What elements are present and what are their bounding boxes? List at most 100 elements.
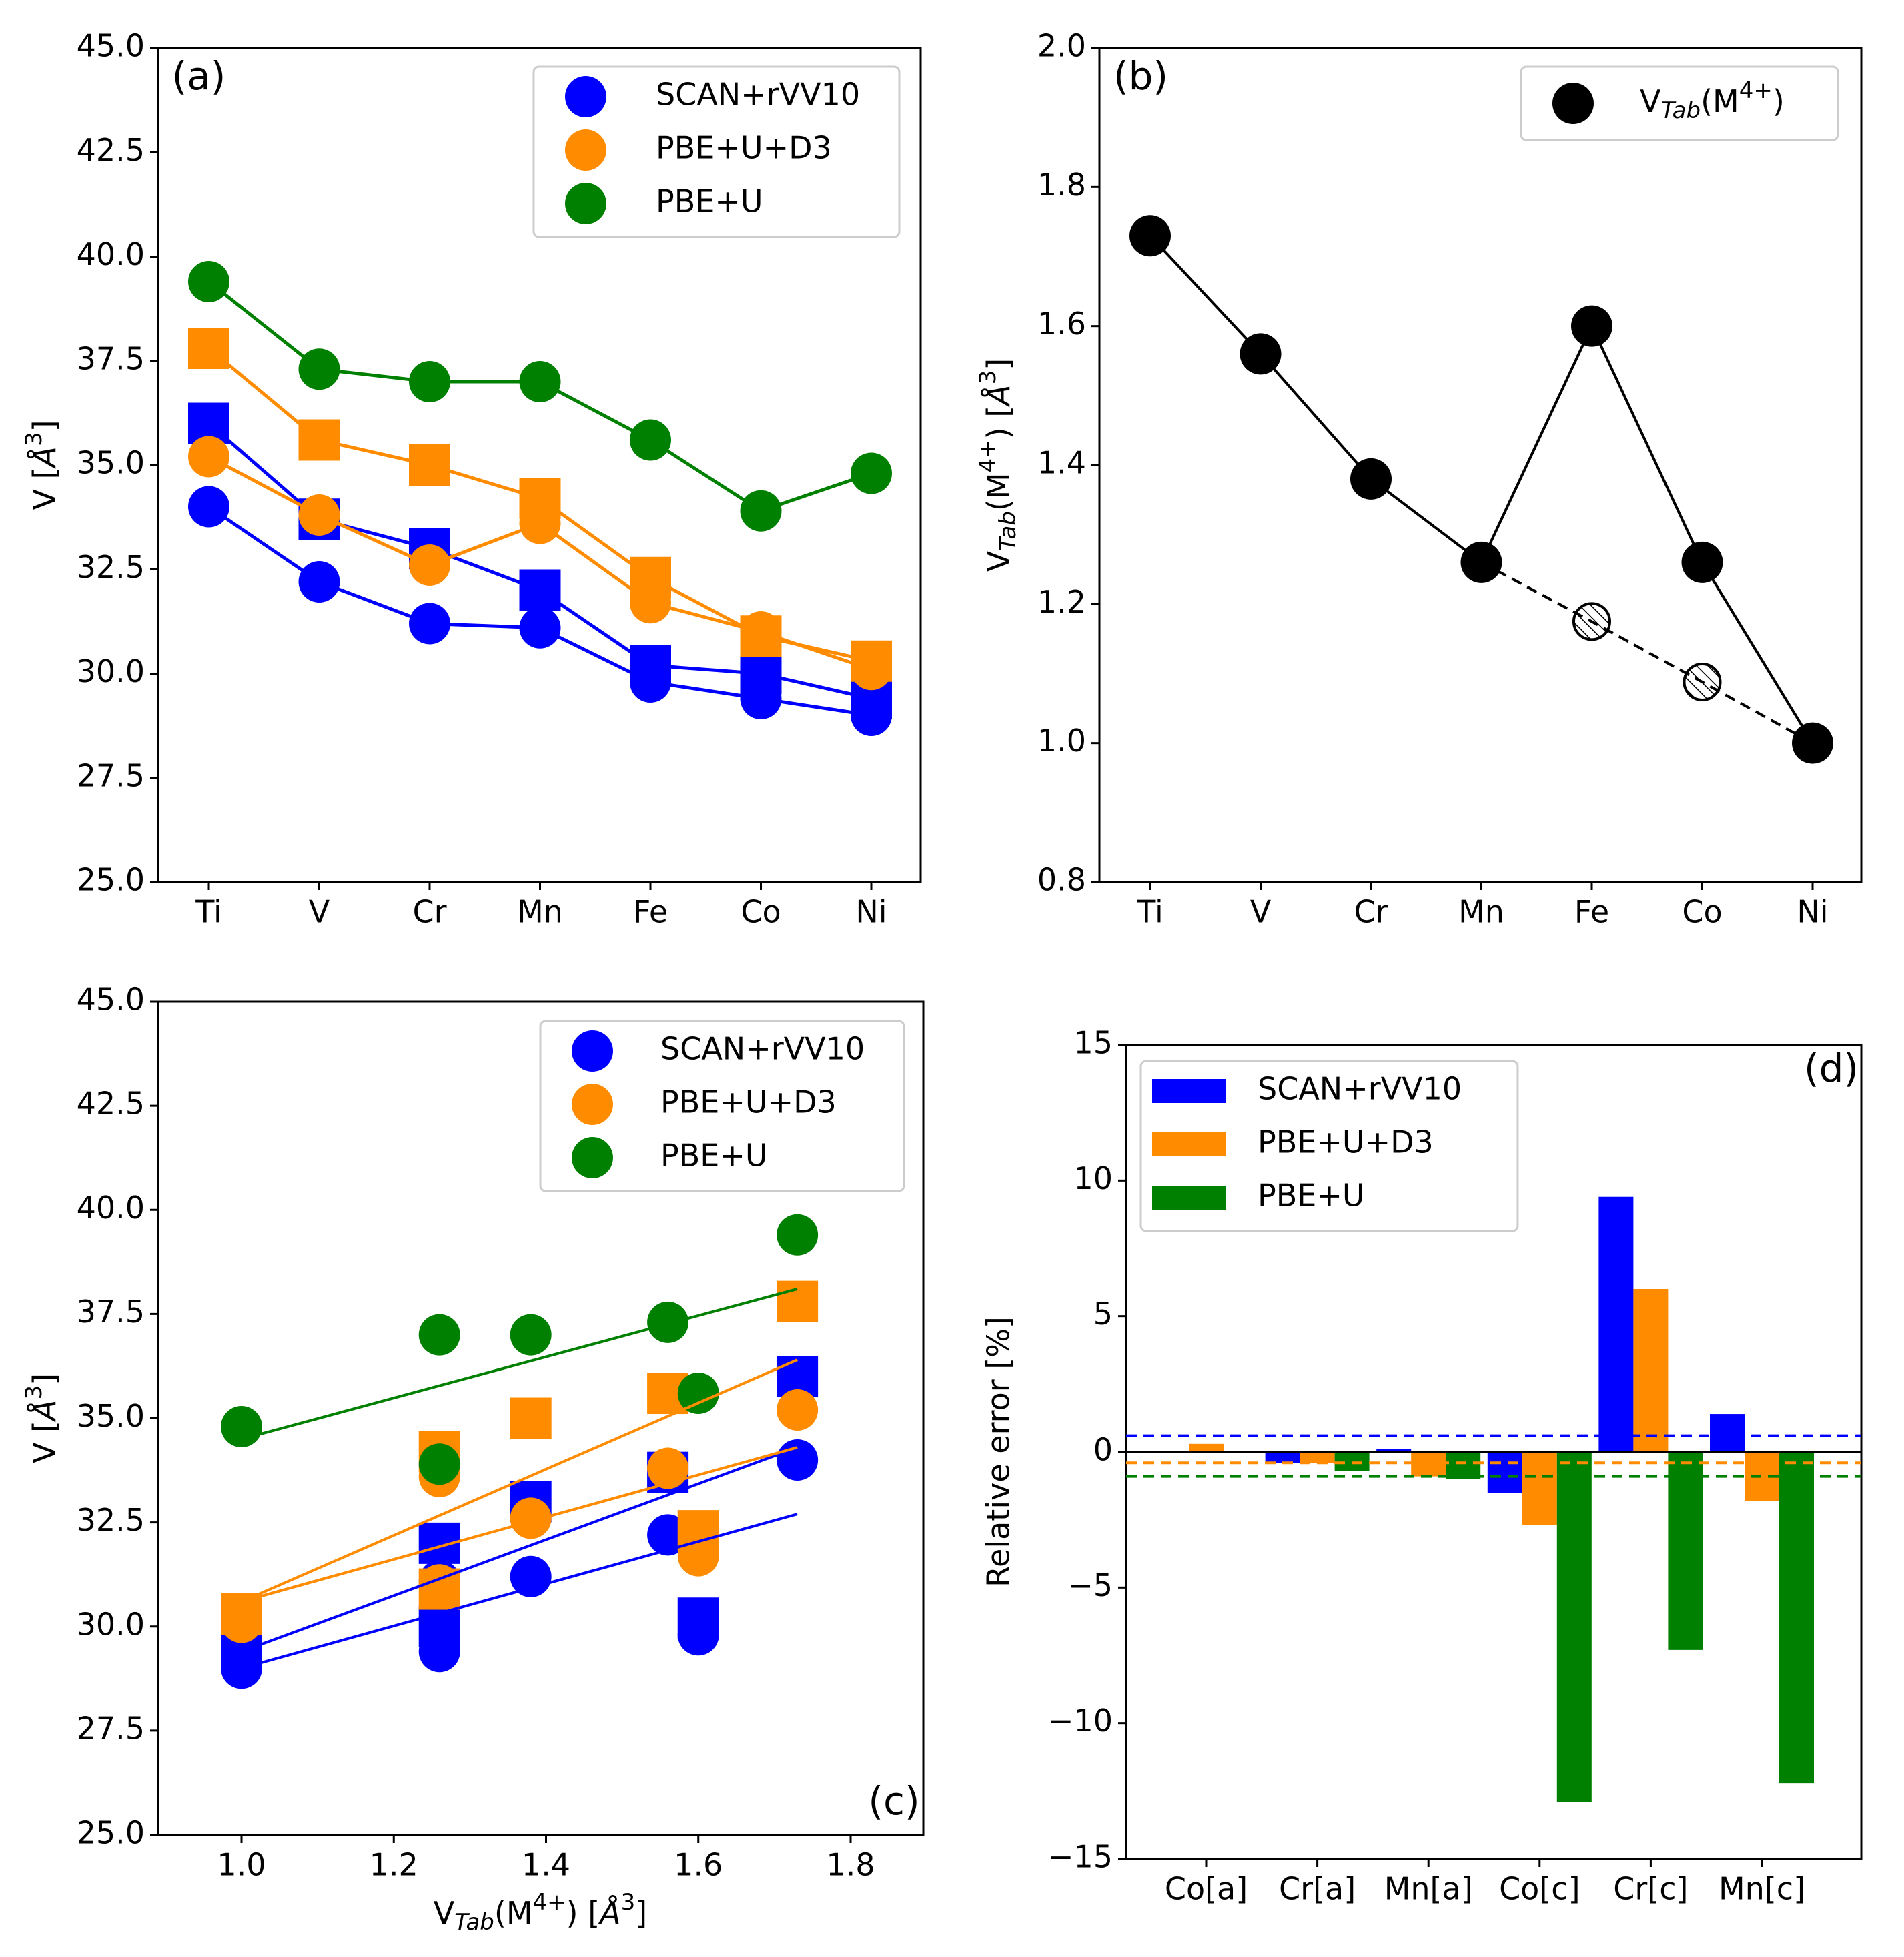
panel-c: 25.0 27.5 30.0 32.5 35.0 37.5 40.0 42.5 45.0 1.0 1…: [21, 982, 925, 1936]
y-tick-label: 42.5: [77, 132, 145, 168]
y-tick-label: −5: [1067, 1567, 1113, 1603]
legend-label: SCAN+rVV10: [660, 1031, 865, 1067]
label-part: 4+: [533, 1889, 566, 1916]
label-part: (M: [494, 1895, 533, 1931]
bar: [1779, 1452, 1814, 1784]
label-part: Tab: [1660, 97, 1701, 124]
bar: [1411, 1452, 1446, 1477]
y-tick-label: 27.5: [77, 757, 145, 793]
data-point: [851, 695, 892, 736]
y-tick-label: 5: [1093, 1296, 1113, 1332]
label-part: ]: [27, 1373, 63, 1385]
x-tick-label: Mn[c]: [1719, 1871, 1805, 1907]
y-tick-label: 40.0: [77, 1190, 145, 1226]
data-point: [851, 649, 892, 691]
legend-label: VTab(M4+): [1640, 77, 1785, 124]
x-tick-label: Mn[a]: [1384, 1871, 1473, 1907]
y-tick-label: 32.5: [77, 549, 145, 585]
x-tick-label: 1.8: [826, 1847, 875, 1883]
x-tick-label: V: [309, 894, 330, 930]
label-part: Å: [981, 384, 1017, 407]
panel-b: 0.81.01.21.41.61.82.0Ti V Cr Mn Fe Co NiVTab(M…: [975, 28, 1863, 930]
label-part: 4+: [1739, 77, 1773, 104]
legend-marker: [565, 76, 606, 117]
bar: [1189, 1443, 1224, 1452]
label-part: Å: [27, 1400, 63, 1423]
data-point: [647, 1447, 689, 1489]
data-point: [409, 603, 450, 645]
data-point: [418, 1631, 460, 1673]
label-part: (M: [1701, 83, 1739, 119]
legend-frame: [539, 1020, 905, 1192]
data-point: [677, 1614, 719, 1656]
fit-line: [241, 1358, 798, 1603]
bar: [1668, 1452, 1703, 1650]
x-tick-label: Ti: [195, 894, 221, 930]
label-part: ) [: [981, 406, 1017, 440]
x-tick-label: Cr[c]: [1613, 1871, 1688, 1907]
y-tick-label: 45.0: [77, 982, 145, 1018]
y-axis-label: VTab(M4+) [Å3]: [975, 358, 1021, 572]
x-tick-label: Ti: [1136, 894, 1163, 930]
x-tick-label: Co[a]: [1165, 1871, 1248, 1907]
data-point: [1240, 333, 1282, 375]
x-tick-label: Fe: [633, 894, 668, 930]
legend-frame: [532, 65, 901, 238]
x-tick-label: Co: [741, 894, 781, 930]
data-point: [740, 678, 782, 719]
label-part: 3: [975, 370, 1001, 385]
y-tick-label: 0.8: [1037, 862, 1086, 898]
series-1: [188, 486, 892, 736]
y-axis-label: Relative error [%]: [981, 1316, 1017, 1587]
legend-label: PBE+U: [660, 1138, 768, 1174]
data-point: [510, 1555, 552, 1597]
data-point: [1571, 305, 1612, 347]
y-tick-label: 35.0: [77, 1398, 145, 1434]
legend-marker: [572, 1137, 613, 1178]
data-point: [519, 361, 561, 402]
data-point: [519, 569, 561, 611]
data-point: [1350, 458, 1392, 500]
y-tick-label: 1.8: [1037, 167, 1086, 203]
data-point: [630, 582, 671, 624]
panel-label: (b): [1113, 53, 1168, 99]
label-part: ]: [27, 420, 63, 432]
panel-label: (a): [172, 53, 226, 99]
fit-line: [241, 1287, 798, 1441]
legend-label: PBE+U: [656, 183, 763, 220]
data-point: [418, 1443, 460, 1485]
legend-marker: [565, 183, 606, 224]
panel-a: 25.0 27.5 30.0 32.5 35.0 37.5 40.0 42.5 45.0 Ti V C…: [21, 28, 922, 930]
data-point: [519, 607, 561, 649]
x-tick-label: 1.4: [522, 1847, 570, 1883]
legend-frame: [1520, 65, 1839, 141]
series-1: [1189, 1289, 1779, 1525]
legend-marker: [572, 1084, 613, 1125]
bar: [1556, 1452, 1592, 1802]
y-tick-label: 1.6: [1037, 306, 1086, 342]
x-tick-label: 1.2: [370, 1847, 418, 1883]
x-tick-label: Cr: [412, 894, 446, 930]
data-point: [221, 1405, 262, 1447]
data-point: [777, 1280, 819, 1322]
label-part: 3: [21, 1385, 47, 1400]
y-tick-label: 15: [1073, 1025, 1113, 1061]
series-dashed: [1480, 561, 1813, 745]
fit-line: [241, 1446, 798, 1653]
bar: [1598, 1196, 1634, 1452]
series-4: [221, 1214, 819, 1485]
data-point: [409, 361, 450, 402]
data-point: [630, 419, 671, 461]
data-point: [510, 1314, 552, 1356]
legend-patch: [1152, 1079, 1226, 1103]
series-line-dashed: [1480, 561, 1813, 745]
y-tick-label: 32.5: [77, 1502, 145, 1538]
legend-label: SCAN+rVV10: [1258, 1071, 1462, 1107]
x-axis-label: VTab(M4+) [Å3]: [434, 1889, 647, 1936]
series-3: [221, 1389, 819, 1643]
y-tick-label: 40.0: [77, 236, 145, 272]
legend-label: PBE+U+D3: [656, 130, 832, 166]
series-2: [1334, 1452, 1814, 1802]
series-1: [221, 1439, 819, 1689]
